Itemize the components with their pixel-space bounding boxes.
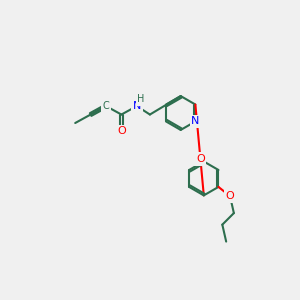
- Text: H: H: [137, 94, 144, 104]
- Text: O: O: [196, 154, 205, 164]
- Text: C: C: [103, 101, 110, 111]
- Text: N: N: [191, 116, 200, 127]
- Text: N: N: [133, 101, 141, 111]
- Text: O: O: [226, 191, 234, 201]
- Text: O: O: [117, 127, 126, 136]
